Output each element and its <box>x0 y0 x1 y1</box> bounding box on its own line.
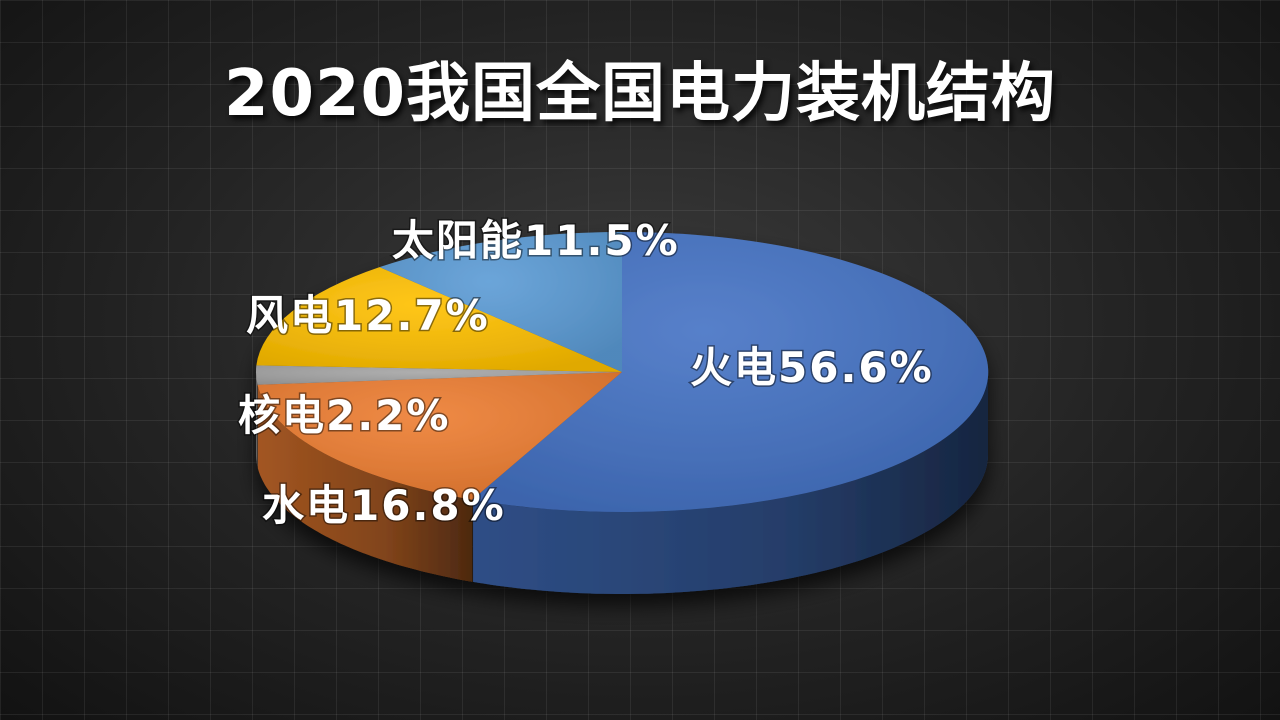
pie-slice-shade-核电 <box>255 365 622 385</box>
slice-label-核电: 核电2.2% <box>238 391 451 440</box>
slice-label-水电: 水电16.8% <box>262 481 506 530</box>
slice-label-风电: 风电12.7% <box>246 291 490 340</box>
slice-label-火电: 火电56.6% <box>690 343 934 392</box>
pie-slice-shade-风电 <box>256 267 622 372</box>
pie-side-shade-核电 <box>256 372 258 467</box>
chart-title: 2020我国全国电力装机结构 <box>223 57 1057 131</box>
slice-label-太阳能: 太阳能11.5% <box>392 216 680 265</box>
pie-side-shade-水电 <box>257 386 473 582</box>
pie-side-shade-火电 <box>473 372 989 594</box>
pie-slice-shade-火电 <box>472 231 989 512</box>
pie-slice-shade-水电 <box>257 372 622 500</box>
pie-slice-shade-太阳能 <box>379 232 622 372</box>
